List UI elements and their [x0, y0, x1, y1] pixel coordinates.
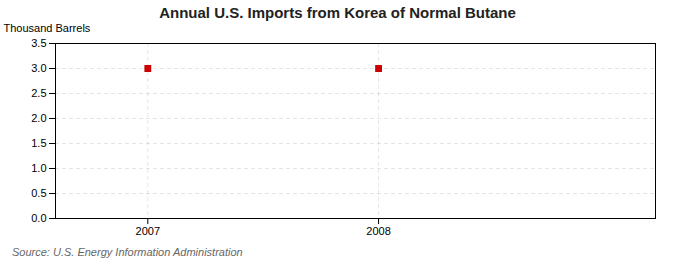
html-text:Annual U.S. Imports from Korea: Annual U.S. Imports from Korea of Normal… [159, 4, 516, 21]
svg-text:Thousand Barrels: Thousand Barrels [4, 22, 91, 34]
svg-text:2.5: 2.5 [31, 87, 46, 99]
svg-text:3.0: 3.0 [31, 62, 46, 74]
svg-text:3.5: 3.5 [31, 37, 46, 49]
svg-text:0.0: 0.0 [31, 212, 46, 224]
svg-text:2008: 2008 [366, 225, 390, 237]
svg-text:1.5: 1.5 [31, 137, 46, 149]
svg-text:2.0: 2.0 [31, 112, 46, 124]
html-text:Source: U.S. Energy Informatio: Source: U.S. Energy Information Administ… [12, 246, 243, 258]
svg-text:0.5: 0.5 [31, 187, 46, 199]
svg-text:1.0: 1.0 [31, 162, 46, 174]
svg-text:2007: 2007 [136, 225, 160, 237]
